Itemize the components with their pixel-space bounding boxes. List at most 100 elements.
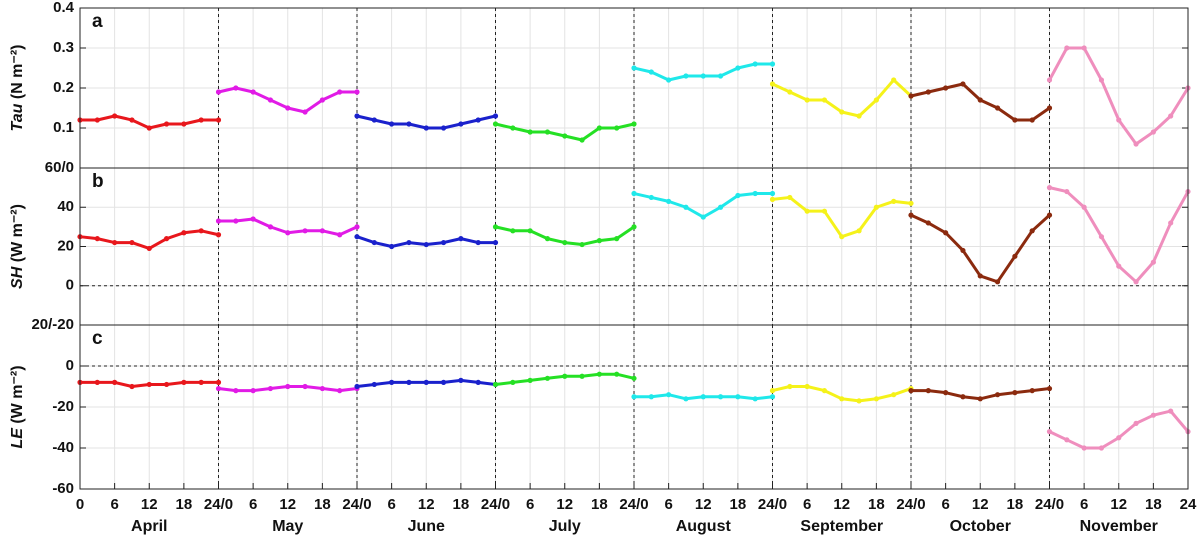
data-point (579, 373, 585, 379)
data-point (475, 239, 481, 246)
y-label-variable: LE (9, 427, 26, 449)
data-point (631, 394, 637, 400)
data-point (458, 121, 464, 127)
data-point (475, 117, 481, 123)
data-point (873, 97, 879, 103)
data-point (717, 73, 724, 79)
data-point (631, 121, 637, 127)
data-point (112, 239, 118, 246)
data-point (354, 224, 360, 230)
data-point (943, 85, 949, 91)
data-point (285, 383, 291, 390)
data-point (371, 239, 377, 246)
data-point (458, 377, 464, 383)
data-point (717, 204, 724, 210)
data-point (181, 379, 187, 385)
data-point (596, 125, 602, 131)
data-point (354, 383, 360, 390)
data-point (319, 385, 325, 392)
data-point (527, 377, 533, 383)
data-point (233, 218, 239, 224)
panel-label: c (92, 328, 103, 349)
data-point (423, 125, 429, 131)
data-point (579, 241, 585, 248)
data-point (527, 228, 533, 234)
data-point (925, 89, 931, 95)
data-point (752, 190, 758, 197)
data-point (891, 77, 897, 83)
data-point (163, 236, 170, 242)
data-point (544, 129, 551, 135)
data-point (1029, 117, 1035, 123)
data-point (752, 396, 758, 402)
x-tick-label: 18 (1145, 496, 1162, 513)
y-tick-label: 40 (57, 198, 74, 215)
data-point (129, 383, 135, 390)
x-tick-label: 12 (972, 496, 989, 513)
data-point (752, 61, 758, 67)
y-tick-label: 0 (66, 357, 74, 374)
x-tick-label: 18 (868, 496, 885, 513)
y-label-unit: (W m⁻²) (9, 365, 26, 428)
data-point (891, 198, 897, 204)
data-point (683, 396, 689, 402)
data-point (250, 89, 256, 95)
data-point (769, 196, 776, 202)
data-point (666, 198, 672, 204)
data-point (1133, 141, 1139, 147)
x-tick-label: 18 (730, 496, 747, 513)
data-point (389, 379, 395, 385)
data-point (112, 113, 118, 119)
data-point (1168, 220, 1174, 226)
data-point (1012, 253, 1018, 259)
data-point (787, 194, 793, 201)
data-point (977, 396, 983, 402)
data-point (631, 65, 637, 71)
x-tick-label: 6 (1080, 496, 1088, 513)
y-label-variable: SH (9, 266, 26, 289)
data-point (215, 385, 222, 392)
data-point (908, 200, 914, 206)
month-label: May (272, 518, 303, 535)
x-tick-label: 0 (76, 496, 84, 513)
data-point (1046, 105, 1053, 111)
x-tick-label: 24/0 (342, 496, 371, 513)
y-axis-label: SH (W m⁻²) (9, 204, 26, 289)
data-point (319, 228, 325, 234)
data-point (198, 228, 204, 234)
month-label: September (800, 518, 883, 535)
y-tick-label: 20 (57, 237, 74, 254)
y-tick-label: -20 (52, 398, 74, 415)
data-point (354, 113, 360, 119)
x-tick-label: 18 (591, 496, 608, 513)
x-tick-label: 12 (141, 496, 158, 513)
data-point (614, 371, 620, 377)
data-point (856, 113, 862, 119)
data-point (233, 85, 239, 91)
data-point (769, 81, 776, 87)
data-point (406, 379, 412, 385)
data-point (267, 224, 274, 230)
data-point (94, 236, 100, 242)
data-point (181, 230, 187, 236)
data-point (198, 379, 204, 385)
data-point (648, 394, 654, 400)
data-point (215, 89, 222, 95)
x-tick-label: 6 (249, 496, 257, 513)
data-point (769, 190, 776, 197)
data-point (510, 228, 516, 234)
data-point (666, 77, 672, 83)
data-point (960, 394, 966, 400)
data-point (544, 375, 551, 381)
data-point (163, 381, 170, 388)
data-point (700, 214, 706, 220)
x-tick-label: 12 (1110, 496, 1127, 513)
data-point (527, 129, 533, 135)
data-point (562, 239, 568, 246)
data-point (562, 133, 568, 139)
data-point (406, 239, 412, 246)
data-point (994, 279, 1001, 285)
x-tick-label: 24/0 (481, 496, 510, 513)
data-point (700, 394, 706, 400)
data-point (1012, 117, 1018, 123)
